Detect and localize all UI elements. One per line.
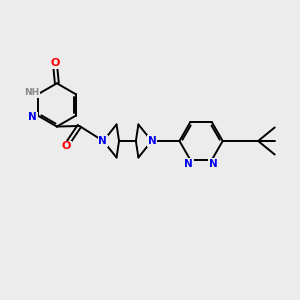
- Text: N: N: [98, 136, 107, 146]
- Text: N: N: [28, 112, 37, 122]
- Text: O: O: [62, 141, 71, 151]
- Text: NH: NH: [24, 88, 39, 97]
- Text: N: N: [148, 136, 157, 146]
- Text: N: N: [184, 159, 193, 169]
- Text: O: O: [51, 58, 60, 68]
- Text: N: N: [209, 159, 218, 169]
